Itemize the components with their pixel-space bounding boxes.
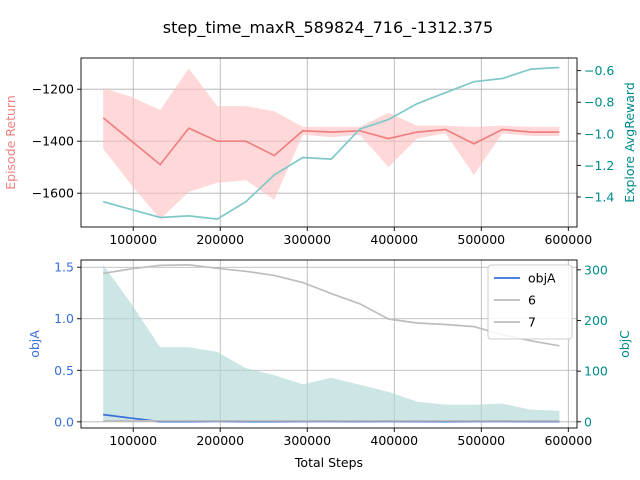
y2-tick-label: 200 <box>584 313 608 328</box>
y2-tick-label: 300 <box>584 262 608 277</box>
y2-tick-label: 100 <box>584 364 608 379</box>
series-line <box>102 117 560 166</box>
y-tick-label: 0.0 <box>54 414 74 429</box>
y2-tick-label: −0.6 <box>584 63 614 78</box>
top-panel: 100000 200000 300000 400000 500000 600000 −120… <box>3 57 637 247</box>
x-tick-label: 100000 <box>109 433 157 448</box>
y2-axis-label: objC <box>617 330 632 358</box>
y2-tick-label: −0.8 <box>584 95 614 110</box>
series-band <box>103 68 560 220</box>
y2-tick-label: −1.2 <box>584 158 614 173</box>
x-tick-label: 500000 <box>457 433 505 448</box>
legend-box <box>487 264 573 340</box>
x-tick-label: 200000 <box>196 232 244 247</box>
x-tick-label: 300000 <box>283 232 331 247</box>
x-tick-label: 400000 <box>370 433 418 448</box>
x-tick-label: 600000 <box>544 232 592 247</box>
legend-label: 6 <box>528 293 536 308</box>
x-tick-label: 100000 <box>109 232 157 247</box>
x-tick-label: 500000 <box>457 232 505 247</box>
x-tick-label: 200000 <box>196 433 244 448</box>
y2-tick-label: −1.0 <box>584 126 614 141</box>
x-tick-label: 300000 <box>283 433 331 448</box>
bottom-panel: 100000 200000 300000 400000 500000 600000 0.0 0… <box>27 259 632 470</box>
y2-tick-label: −1.4 <box>584 189 614 204</box>
y-axis-label: Episode Return <box>3 95 18 190</box>
x-axis-label: Total Steps <box>294 455 363 470</box>
series-line <box>103 263 560 347</box>
y-tick-label: 1.0 <box>54 311 74 326</box>
y-tick-label: 0.5 <box>54 363 74 378</box>
axes-frame <box>80 259 578 429</box>
x-tick-label: 400000 <box>370 232 418 247</box>
y2-tick-label: 0 <box>584 414 592 429</box>
axes-frame <box>80 57 578 228</box>
y-tick-label: −1200 <box>32 82 74 97</box>
y-axis-label: objA <box>27 330 42 358</box>
series-line <box>102 66 560 220</box>
figure-title: step_time_maxR_589824_716_-1312.375 <box>163 18 493 38</box>
x-tick-label: 600000 <box>544 433 592 448</box>
series-band <box>103 264 560 422</box>
y2-axis-label: Explore AvgReward <box>622 82 637 203</box>
legend-label: 7 <box>528 315 536 330</box>
y-tick-label: 1.5 <box>54 260 74 275</box>
y-tick-label: −1600 <box>32 186 74 201</box>
y-tick-label: −1400 <box>32 134 74 149</box>
legend-label: objA <box>528 271 556 286</box>
